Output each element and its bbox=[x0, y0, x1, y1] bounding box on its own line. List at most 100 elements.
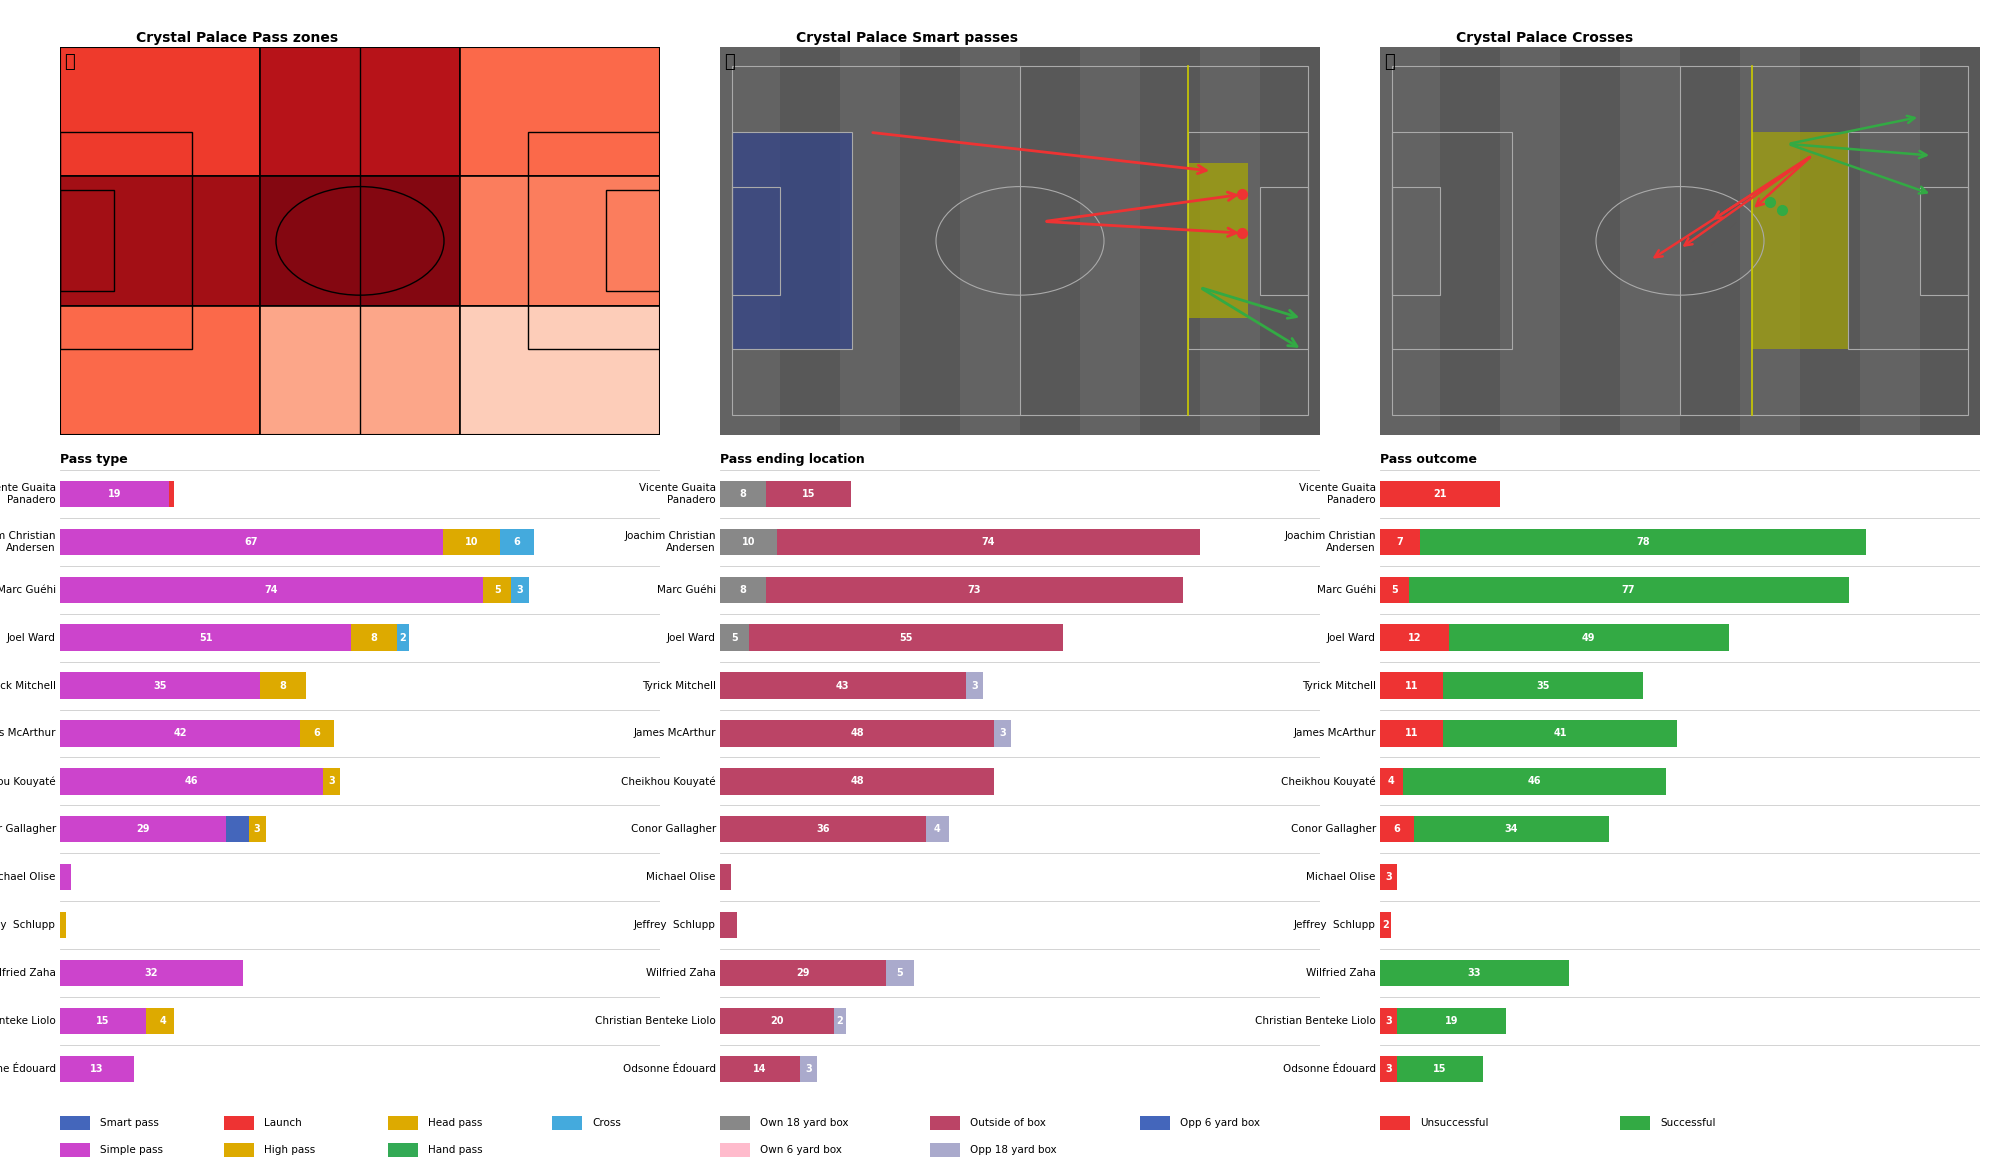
Text: 36: 36 bbox=[816, 825, 830, 834]
Text: 3: 3 bbox=[1386, 1016, 1392, 1026]
Text: Hand pass: Hand pass bbox=[428, 1146, 482, 1155]
Bar bbox=[226, 817, 248, 842]
Bar bbox=[260, 47, 460, 176]
Text: 20: 20 bbox=[770, 1016, 784, 1026]
Bar bbox=[1380, 529, 1420, 555]
Text: 35: 35 bbox=[1536, 680, 1550, 691]
Text: 55: 55 bbox=[898, 632, 912, 643]
Bar bbox=[1080, 47, 1140, 435]
Bar bbox=[248, 817, 266, 842]
Text: 43: 43 bbox=[836, 680, 850, 691]
Text: 14: 14 bbox=[754, 1063, 766, 1074]
Text: 73: 73 bbox=[968, 585, 982, 595]
Text: Head pass: Head pass bbox=[428, 1119, 482, 1128]
Text: 33: 33 bbox=[1468, 968, 1482, 978]
Bar bbox=[1620, 47, 1680, 435]
Text: 3: 3 bbox=[806, 1063, 812, 1074]
Text: 11: 11 bbox=[1404, 728, 1418, 738]
Text: Outside of box: Outside of box bbox=[970, 1119, 1046, 1128]
Bar bbox=[778, 529, 1200, 555]
Text: Opp 6 yard box: Opp 6 yard box bbox=[1180, 1119, 1260, 1128]
Text: Own 6 yard box: Own 6 yard box bbox=[760, 1146, 842, 1155]
Bar bbox=[168, 481, 174, 508]
Bar bbox=[60, 306, 260, 435]
Bar bbox=[1380, 481, 1500, 508]
Text: Crystal Palace Smart passes: Crystal Palace Smart passes bbox=[796, 31, 1018, 45]
Text: 34: 34 bbox=[1504, 825, 1518, 834]
Text: 42: 42 bbox=[174, 728, 186, 738]
Bar bbox=[780, 47, 840, 435]
Text: 6: 6 bbox=[514, 537, 520, 546]
Bar bbox=[1440, 47, 1500, 435]
Bar bbox=[720, 960, 886, 986]
Bar bbox=[1380, 864, 1398, 891]
Bar bbox=[1380, 577, 1408, 603]
Bar bbox=[1680, 47, 1740, 435]
Bar bbox=[1380, 1008, 1398, 1034]
Bar bbox=[1188, 133, 1308, 349]
Bar bbox=[720, 768, 994, 794]
Bar bbox=[886, 960, 914, 986]
Bar bbox=[720, 864, 732, 891]
Bar bbox=[720, 1055, 800, 1082]
Text: 3: 3 bbox=[516, 585, 524, 595]
Text: Own 18 yard box: Own 18 yard box bbox=[760, 1119, 848, 1128]
Bar bbox=[60, 1008, 146, 1034]
Text: 4: 4 bbox=[1388, 777, 1394, 786]
Text: 11: 11 bbox=[1404, 680, 1418, 691]
Text: 46: 46 bbox=[1528, 777, 1542, 786]
Bar bbox=[60, 817, 226, 842]
Bar bbox=[1380, 624, 1448, 651]
Bar bbox=[1402, 768, 1666, 794]
Bar bbox=[60, 1055, 134, 1082]
Bar bbox=[260, 672, 306, 699]
Text: 7: 7 bbox=[1396, 537, 1404, 546]
Text: Launch: Launch bbox=[264, 1119, 302, 1128]
Text: 10: 10 bbox=[742, 537, 756, 546]
Text: High pass: High pass bbox=[264, 1146, 316, 1155]
Text: Pass type: Pass type bbox=[60, 454, 128, 466]
Text: 5: 5 bbox=[494, 585, 500, 595]
Bar bbox=[748, 624, 1062, 651]
Bar bbox=[720, 47, 780, 435]
Text: 35: 35 bbox=[154, 680, 166, 691]
Bar bbox=[528, 133, 660, 349]
Bar bbox=[1500, 47, 1560, 435]
Text: 15: 15 bbox=[802, 489, 816, 499]
Bar bbox=[766, 481, 852, 508]
Bar bbox=[720, 529, 778, 555]
Bar bbox=[1020, 47, 1080, 435]
Bar bbox=[1260, 47, 1320, 435]
Bar bbox=[1398, 1055, 1482, 1082]
Text: 🦅: 🦅 bbox=[724, 53, 734, 70]
Text: Opp 18 yard box: Opp 18 yard box bbox=[970, 1146, 1056, 1155]
Bar bbox=[766, 577, 1182, 603]
Bar bbox=[720, 672, 966, 699]
Text: 3: 3 bbox=[1386, 872, 1392, 882]
Text: 29: 29 bbox=[796, 968, 810, 978]
Text: 32: 32 bbox=[144, 968, 158, 978]
Bar bbox=[1380, 960, 1568, 986]
Bar bbox=[60, 864, 72, 891]
Bar bbox=[60, 912, 66, 939]
Bar bbox=[260, 176, 460, 306]
Bar bbox=[840, 47, 900, 435]
Bar bbox=[1848, 133, 1968, 349]
Bar bbox=[60, 624, 352, 651]
Bar bbox=[800, 1055, 818, 1082]
Bar bbox=[1140, 47, 1200, 435]
Text: 15: 15 bbox=[1434, 1063, 1446, 1074]
Text: 3: 3 bbox=[254, 825, 260, 834]
Text: 3: 3 bbox=[970, 680, 978, 691]
Bar bbox=[152, 1008, 174, 1034]
Text: Unsuccessful: Unsuccessful bbox=[1420, 1119, 1488, 1128]
Text: 3: 3 bbox=[1386, 1063, 1392, 1074]
Bar bbox=[300, 720, 334, 746]
Bar bbox=[1380, 768, 1402, 794]
Bar bbox=[1380, 672, 1442, 699]
Text: 78: 78 bbox=[1636, 537, 1650, 546]
Text: 74: 74 bbox=[982, 537, 996, 546]
Bar bbox=[1420, 529, 1866, 555]
Bar bbox=[60, 190, 114, 291]
Bar bbox=[606, 190, 660, 291]
